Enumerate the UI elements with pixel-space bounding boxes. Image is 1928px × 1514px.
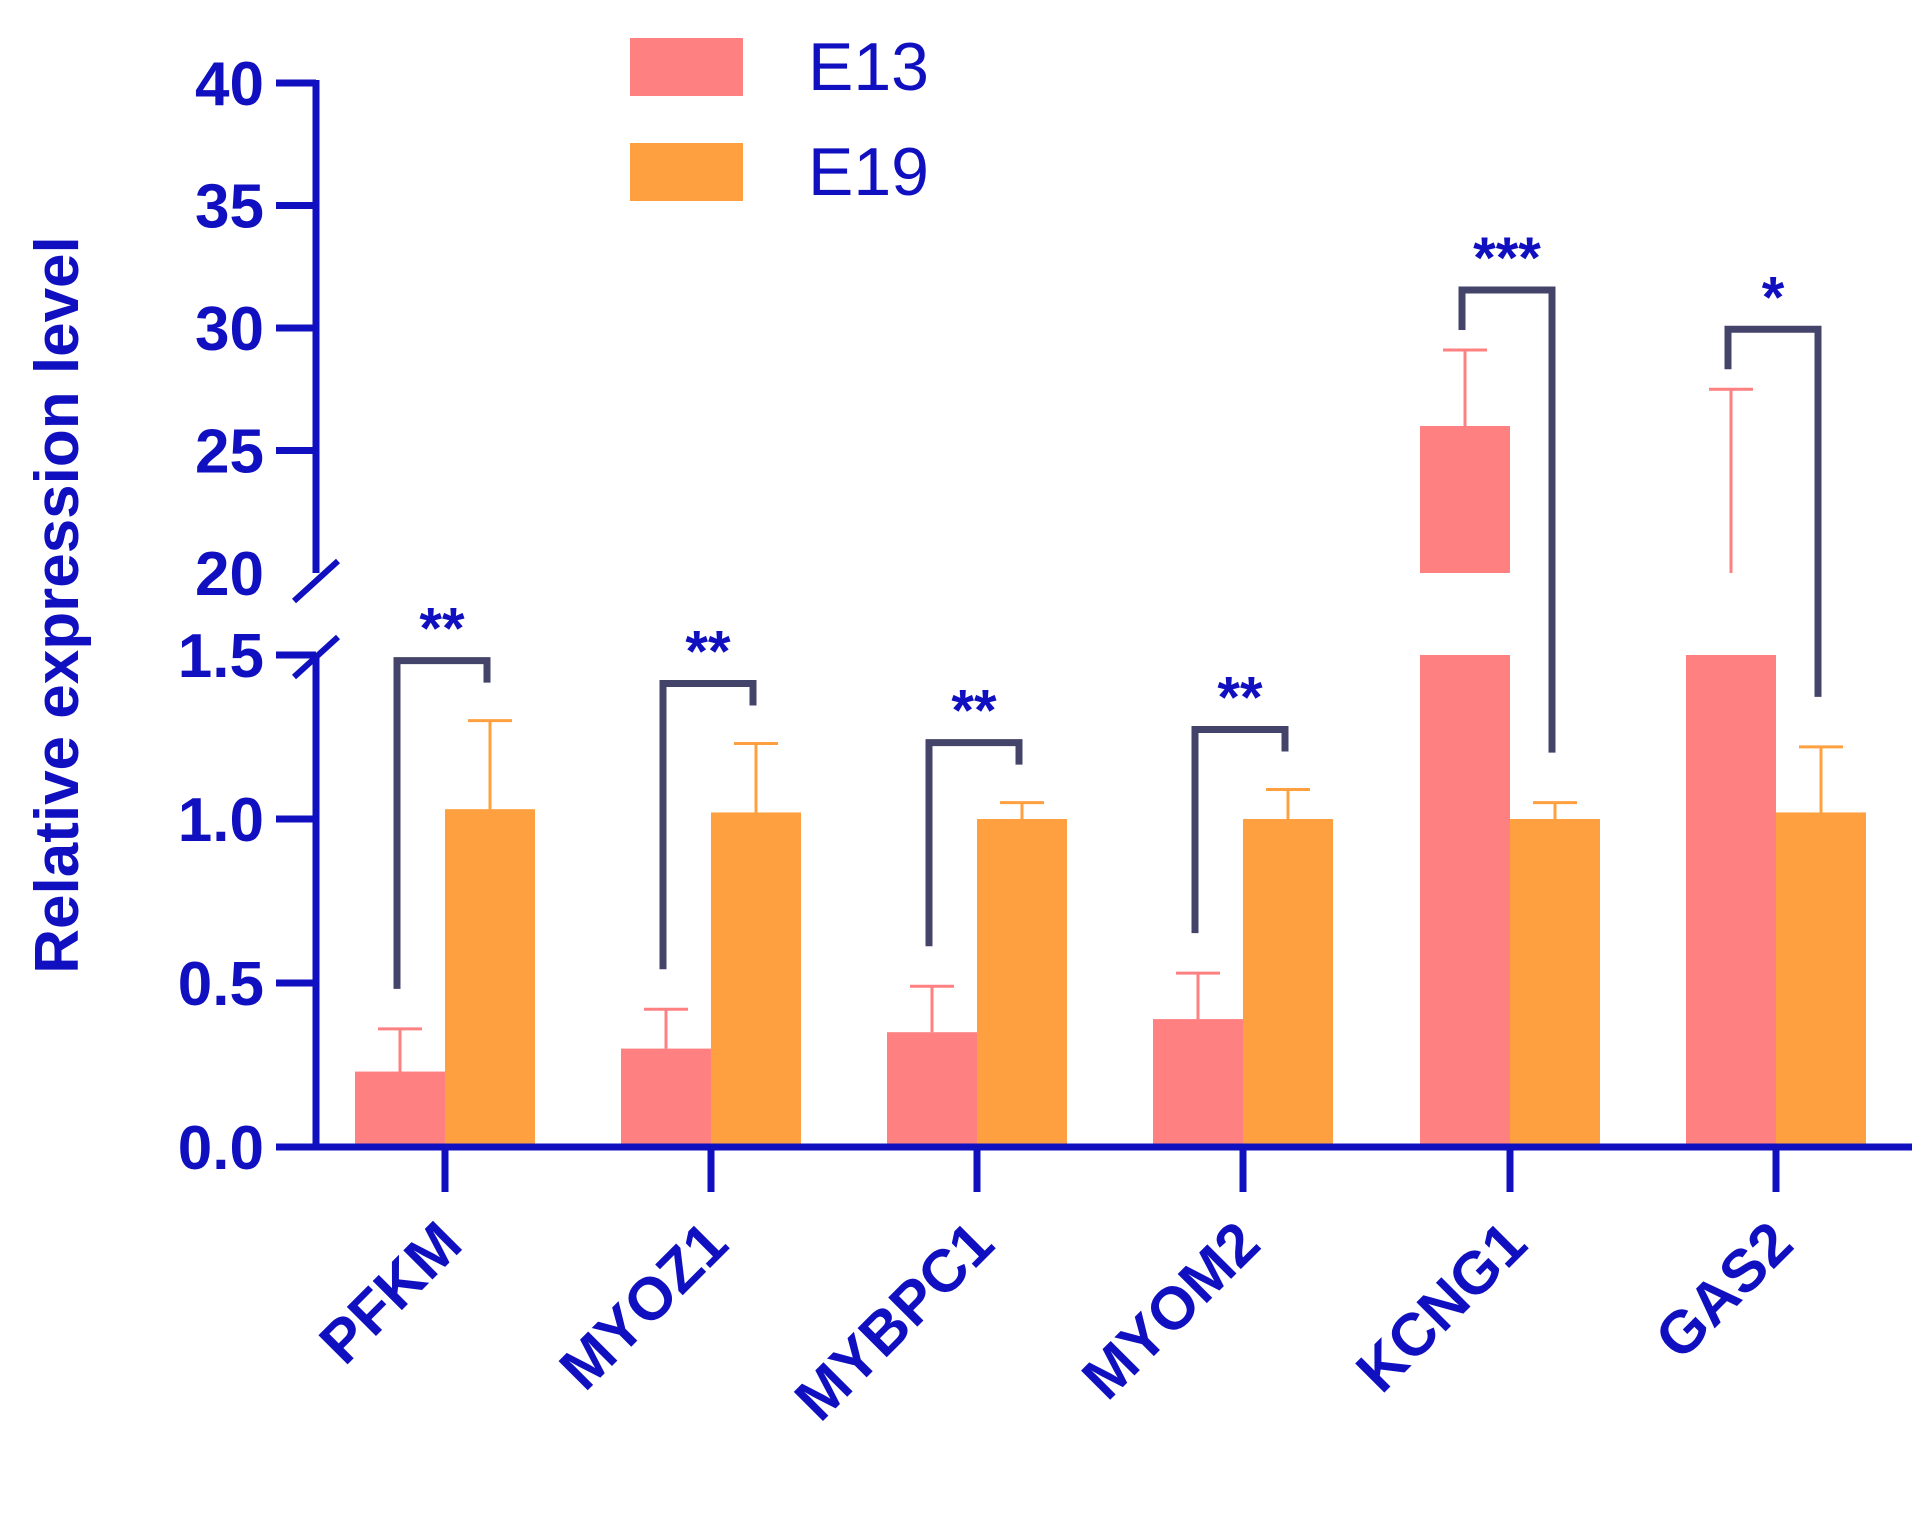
- bracket-myom2: [1191, 725, 1289, 934]
- bar-gas2-e13-lower: [1686, 655, 1776, 1147]
- x-tick-label-myom2: MYOM2: [1069, 1209, 1272, 1412]
- y-tick-label-1.0: 1.0: [178, 786, 264, 855]
- y-tick-label-20: 20: [195, 540, 264, 609]
- bracket-myoz1: [659, 680, 757, 970]
- legend-swatch-e19: [630, 143, 743, 201]
- significance-kcng1: ***: [1473, 226, 1541, 291]
- bar-kcng1-e13-lower: [1420, 655, 1510, 1147]
- legend-swatch-e13: [630, 38, 743, 96]
- significance-layer: ** **** ******: [393, 226, 1822, 989]
- y-tick-label-0.0: 0.0: [178, 1114, 264, 1183]
- y-tick-label-35: 35: [195, 173, 264, 242]
- bar-kcng1-e19: [1510, 819, 1600, 1147]
- x-tick-label-myoz1: MYOZ1: [547, 1209, 741, 1403]
- y-tick-label-30: 30: [195, 295, 264, 364]
- bars-layer: [355, 426, 1866, 1147]
- bar-mybpc1-e19: [977, 819, 1067, 1147]
- bar-pfkm-e19: [445, 809, 535, 1147]
- x-tick-label-kcng1: KCNG1: [1343, 1209, 1539, 1405]
- legend-label-e13: E13: [808, 29, 929, 105]
- significance-gas2: *: [1762, 265, 1785, 330]
- y-tick-label-40: 40: [195, 50, 264, 119]
- legend-label-e19: E19: [808, 134, 929, 210]
- significance-pfkm: **: [419, 597, 465, 662]
- axis-break-mark-upper: [291, 558, 341, 604]
- x-tick-label-gas2: GAS2: [1642, 1209, 1805, 1372]
- bar-myom2-e19: [1243, 819, 1333, 1147]
- bar-pfkm-e13: [355, 1071, 445, 1147]
- bar-myoz1-e13: [621, 1048, 711, 1147]
- significance-myoz1: **: [685, 620, 731, 685]
- y-tick-label-25: 25: [195, 418, 264, 487]
- bracket-gas2: [1724, 325, 1822, 697]
- y-tick-label-1.5: 1.5: [178, 622, 264, 691]
- bar-myoz1-e19: [711, 812, 801, 1147]
- bar-gas2-e19: [1776, 812, 1866, 1147]
- x-tick-label-mybpc1: MYBPC1: [782, 1209, 1006, 1433]
- y-tick-label-0.5: 0.5: [178, 950, 264, 1019]
- x-tick-label-pfkm: PFKM: [307, 1209, 475, 1377]
- significance-myom2: **: [1217, 665, 1263, 730]
- error-bars-layer: [378, 348, 1843, 1072]
- bracket-pfkm: [393, 657, 491, 989]
- axes-layer: PFKM MYOZ1 MYBPC1 MYOM2 KCNG1 GAS2 0.0 0.5 1.0 1.…: [178, 50, 1912, 1433]
- bar-myom2-e13: [1153, 1019, 1243, 1147]
- y-axis-label: Relative expression level: [23, 236, 92, 974]
- significance-mybpc1: **: [951, 679, 997, 744]
- bracket-kcng1: [1458, 286, 1556, 753]
- bar-kcng1-e13-upper: [1420, 426, 1510, 573]
- bar-mybpc1-e13: [887, 1032, 977, 1147]
- bracket-mybpc1: [925, 739, 1023, 947]
